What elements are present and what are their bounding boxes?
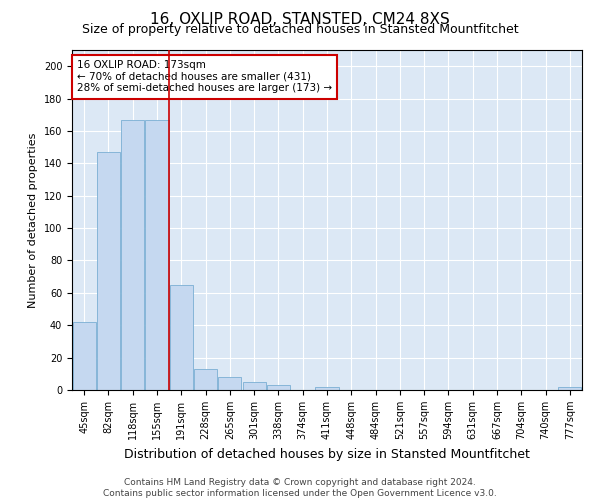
Bar bbox=[559, 387, 581, 390]
Bar bbox=[267, 385, 290, 390]
Bar bbox=[121, 120, 144, 390]
Y-axis label: Number of detached properties: Number of detached properties bbox=[28, 132, 38, 308]
Bar bbox=[145, 120, 169, 390]
Bar bbox=[194, 369, 217, 390]
Bar bbox=[316, 387, 338, 390]
Text: Size of property relative to detached houses in Stansted Mountfitchet: Size of property relative to detached ho… bbox=[82, 22, 518, 36]
Bar bbox=[97, 152, 120, 390]
Bar bbox=[73, 322, 95, 390]
Text: 16 OXLIP ROAD: 173sqm
← 70% of detached houses are smaller (431)
28% of semi-det: 16 OXLIP ROAD: 173sqm ← 70% of detached … bbox=[77, 60, 332, 94]
Bar bbox=[218, 377, 241, 390]
Bar bbox=[242, 382, 266, 390]
Text: 16, OXLIP ROAD, STANSTED, CM24 8XS: 16, OXLIP ROAD, STANSTED, CM24 8XS bbox=[150, 12, 450, 28]
X-axis label: Distribution of detached houses by size in Stansted Mountfitchet: Distribution of detached houses by size … bbox=[124, 448, 530, 460]
Bar bbox=[170, 285, 193, 390]
Text: Contains HM Land Registry data © Crown copyright and database right 2024.
Contai: Contains HM Land Registry data © Crown c… bbox=[103, 478, 497, 498]
